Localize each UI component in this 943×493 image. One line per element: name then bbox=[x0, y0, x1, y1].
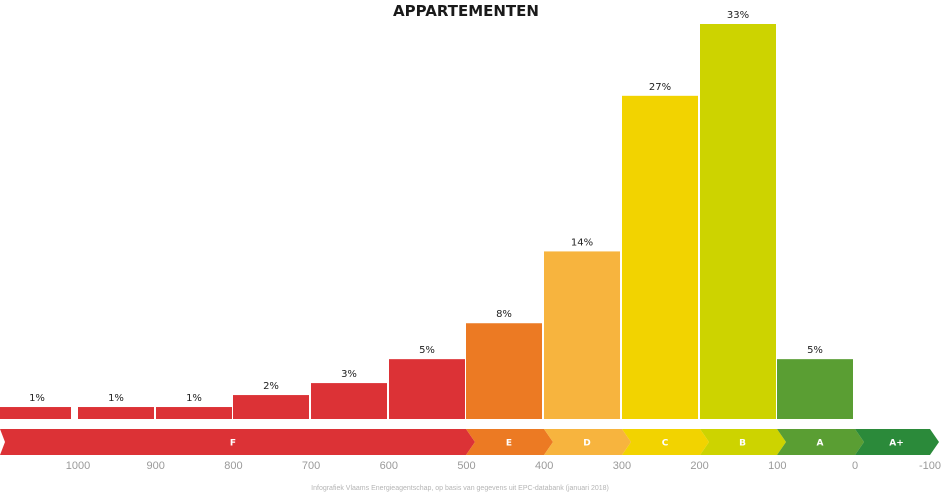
band-label-C: C bbox=[662, 439, 669, 449]
band-arrow-C bbox=[622, 429, 709, 455]
bar-5 bbox=[389, 359, 465, 419]
band-arrow-F bbox=[0, 429, 475, 455]
bar-8 bbox=[622, 95, 698, 420]
band-label-A+: A+ bbox=[889, 439, 904, 449]
chart-title: APPARTEMENTEN bbox=[393, 2, 539, 20]
bar-value-label-3: 2% bbox=[263, 381, 279, 392]
x-axis-ticks: 1000 900 800 700 600 500 400 300 200 100 0 -100 bbox=[66, 460, 941, 472]
band-label-A: A bbox=[817, 439, 824, 449]
bar-9 bbox=[700, 24, 776, 419]
x-tick-label: 600 bbox=[380, 460, 398, 472]
bar-0 bbox=[0, 407, 71, 419]
bar-value-label-0: 1% bbox=[29, 393, 45, 404]
band-label-E: E bbox=[506, 439, 512, 449]
x-tick-label: 200 bbox=[690, 460, 708, 472]
x-tick-label: 100 bbox=[768, 460, 786, 472]
x-tick-label: 700 bbox=[302, 460, 320, 472]
bar-value-label-1: 1% bbox=[108, 393, 124, 404]
bar-7 bbox=[544, 251, 620, 419]
bar-value-label-6: 8% bbox=[496, 309, 512, 320]
x-tick-label: 800 bbox=[224, 460, 242, 472]
source-note: Infografiek Vlaams Energieagentschap, op… bbox=[311, 485, 609, 492]
x-tick-label: -100 bbox=[919, 460, 941, 472]
x-tick-label: 400 bbox=[535, 460, 553, 472]
bar-6 bbox=[466, 323, 542, 419]
bars-group: 1% 1% 1% 2% 3% 5% 8% 14% 27% 33% 5% bbox=[0, 10, 853, 420]
band-label-F: F bbox=[230, 439, 236, 449]
band-arrow-A+ bbox=[855, 429, 939, 455]
band-label-D: D bbox=[583, 439, 590, 449]
band-arrow-A bbox=[777, 429, 864, 455]
band-arrow-B bbox=[700, 429, 786, 455]
bar-value-label-2: 1% bbox=[186, 393, 202, 404]
bar-4 bbox=[311, 383, 387, 419]
bar-value-label-5: 5% bbox=[419, 345, 435, 356]
bar-value-label-7: 14% bbox=[571, 237, 593, 248]
energy-band-arrows: F E D C B A A+ bbox=[0, 429, 939, 455]
bar-value-label-9: 33% bbox=[727, 10, 749, 21]
x-tick-label: 500 bbox=[457, 460, 475, 472]
x-tick-label: 1000 bbox=[66, 460, 90, 472]
band-label-B: B bbox=[739, 439, 746, 449]
band-arrow-E bbox=[466, 429, 553, 455]
x-tick-label: 300 bbox=[613, 460, 631, 472]
bar-value-label-8: 27% bbox=[649, 82, 671, 93]
bar-value-label-4: 3% bbox=[341, 369, 357, 380]
band-arrow-D bbox=[544, 429, 631, 455]
bar-3 bbox=[233, 395, 309, 419]
bar-2 bbox=[156, 407, 232, 419]
bar-10 bbox=[777, 359, 853, 419]
x-tick-label: 900 bbox=[147, 460, 165, 472]
x-tick-label: 0 bbox=[852, 460, 858, 472]
bar-1 bbox=[78, 407, 154, 419]
bar-value-label-10: 5% bbox=[807, 345, 823, 356]
